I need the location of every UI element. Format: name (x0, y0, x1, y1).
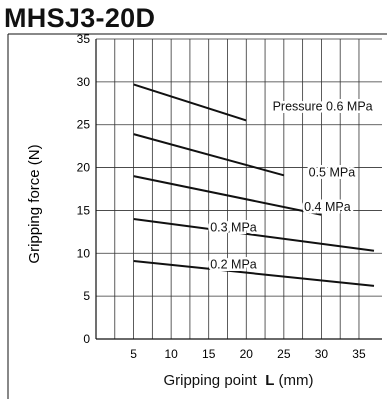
y-tick-label: 20 (77, 161, 91, 175)
series-line (133, 175, 322, 216)
y-axis-label: Gripping force (N) (26, 144, 43, 263)
series-line (133, 218, 375, 252)
x-tick-label: 35 (352, 347, 366, 361)
x-tick-label: 5 (130, 347, 137, 361)
x-tick-label: 30 (315, 347, 329, 361)
series-line (133, 133, 285, 177)
axes: 0 5 10 15 20 25 30 35 5 10 15 20 25 30 35 (7, 32, 387, 399)
x-axis-label: Gripping point L (mm) (0, 372, 387, 389)
x-tick-label: 15 (202, 347, 216, 361)
series-line (133, 83, 247, 122)
series-group (133, 83, 375, 287)
series-line (133, 260, 375, 287)
y-tick-label: 10 (77, 246, 91, 260)
series-label: 0.3 MPa (210, 221, 257, 235)
series-label: Pressure 0.6 MPa (273, 100, 373, 114)
x-axis-label-symbol: L (265, 372, 275, 389)
y-tick-label: 0 (83, 332, 90, 346)
y-tick-label: 5 (83, 289, 90, 303)
series-label: 0.2 MPa (210, 257, 257, 271)
series-label: 0.5 MPa (309, 166, 356, 180)
y-tick-label: 30 (77, 75, 91, 89)
x-tick-label: 25 (277, 347, 291, 361)
y-tick-label: 35 (77, 32, 91, 46)
x-axis-label-unit: (mm) (278, 372, 314, 389)
x-tick-label: 10 (164, 347, 178, 361)
series-label: 0.4 MPa (304, 200, 351, 214)
grid (96, 38, 382, 339)
y-tick-label: 15 (77, 203, 91, 217)
chart-title: MHSJ3-20D (4, 3, 156, 33)
x-axis-label-text: Gripping point (163, 372, 257, 389)
x-tick-label: 20 (240, 347, 254, 361)
y-tick-label: 25 (77, 118, 91, 132)
series-labels: Pressure 0.6 MPa 0.5 MPa 0.4 MPa 0.3 MPa 0.2… (208, 97, 375, 274)
